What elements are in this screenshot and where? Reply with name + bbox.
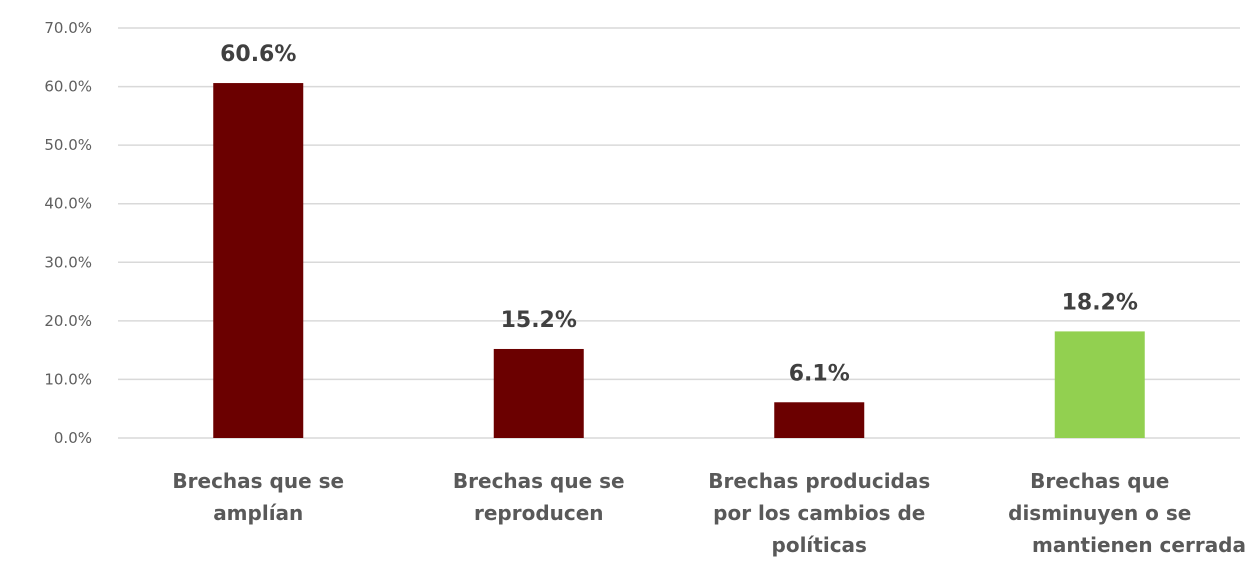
category-label: políticas: [772, 533, 867, 557]
category-label: mantienen cerrada: [1032, 533, 1246, 557]
data-labels: 60.6% 15.2% 6.1% 18.2%: [220, 42, 1138, 386]
y-tick-label: 10.0%: [44, 370, 92, 388]
category-label: Brechas que se: [453, 469, 625, 493]
y-tick-label: 20.0%: [44, 312, 92, 330]
bar: [213, 83, 304, 439]
bars: [213, 83, 1145, 439]
y-tick-label: 40.0%: [44, 195, 92, 213]
y-axis-ticks: 0.0% 10.0% 20.0% 30.0% 40.0% 50.0% 60.0% 70.0%: [44, 19, 92, 447]
y-tick-label: 70.0%: [44, 19, 92, 37]
bar: [1054, 331, 1145, 438]
x-axis-labels: Brechas que se amplían Brechas que se repro…: [172, 469, 1246, 557]
data-label: 60.6%: [220, 42, 296, 67]
category-label: por los cambios de: [713, 501, 925, 525]
data-label: 15.2%: [501, 308, 577, 333]
y-tick-label: 60.0%: [44, 78, 92, 96]
bar: [774, 402, 865, 438]
category-label: Brechas que: [1030, 469, 1169, 493]
y-tick-label: 50.0%: [44, 136, 92, 154]
gridlines: [118, 27, 1240, 439]
category-label: reproducen: [474, 501, 604, 525]
data-label: 18.2%: [1062, 290, 1138, 315]
bar: [493, 348, 584, 438]
category-label: Brechas producidas: [708, 469, 930, 493]
category-label: amplían: [213, 501, 303, 525]
category-label: disminuyen o se: [1008, 501, 1191, 525]
category-label: Brechas que se: [172, 469, 344, 493]
y-tick-label: 0.0%: [54, 429, 92, 447]
data-label: 6.1%: [789, 361, 850, 386]
y-tick-label: 30.0%: [44, 253, 92, 271]
